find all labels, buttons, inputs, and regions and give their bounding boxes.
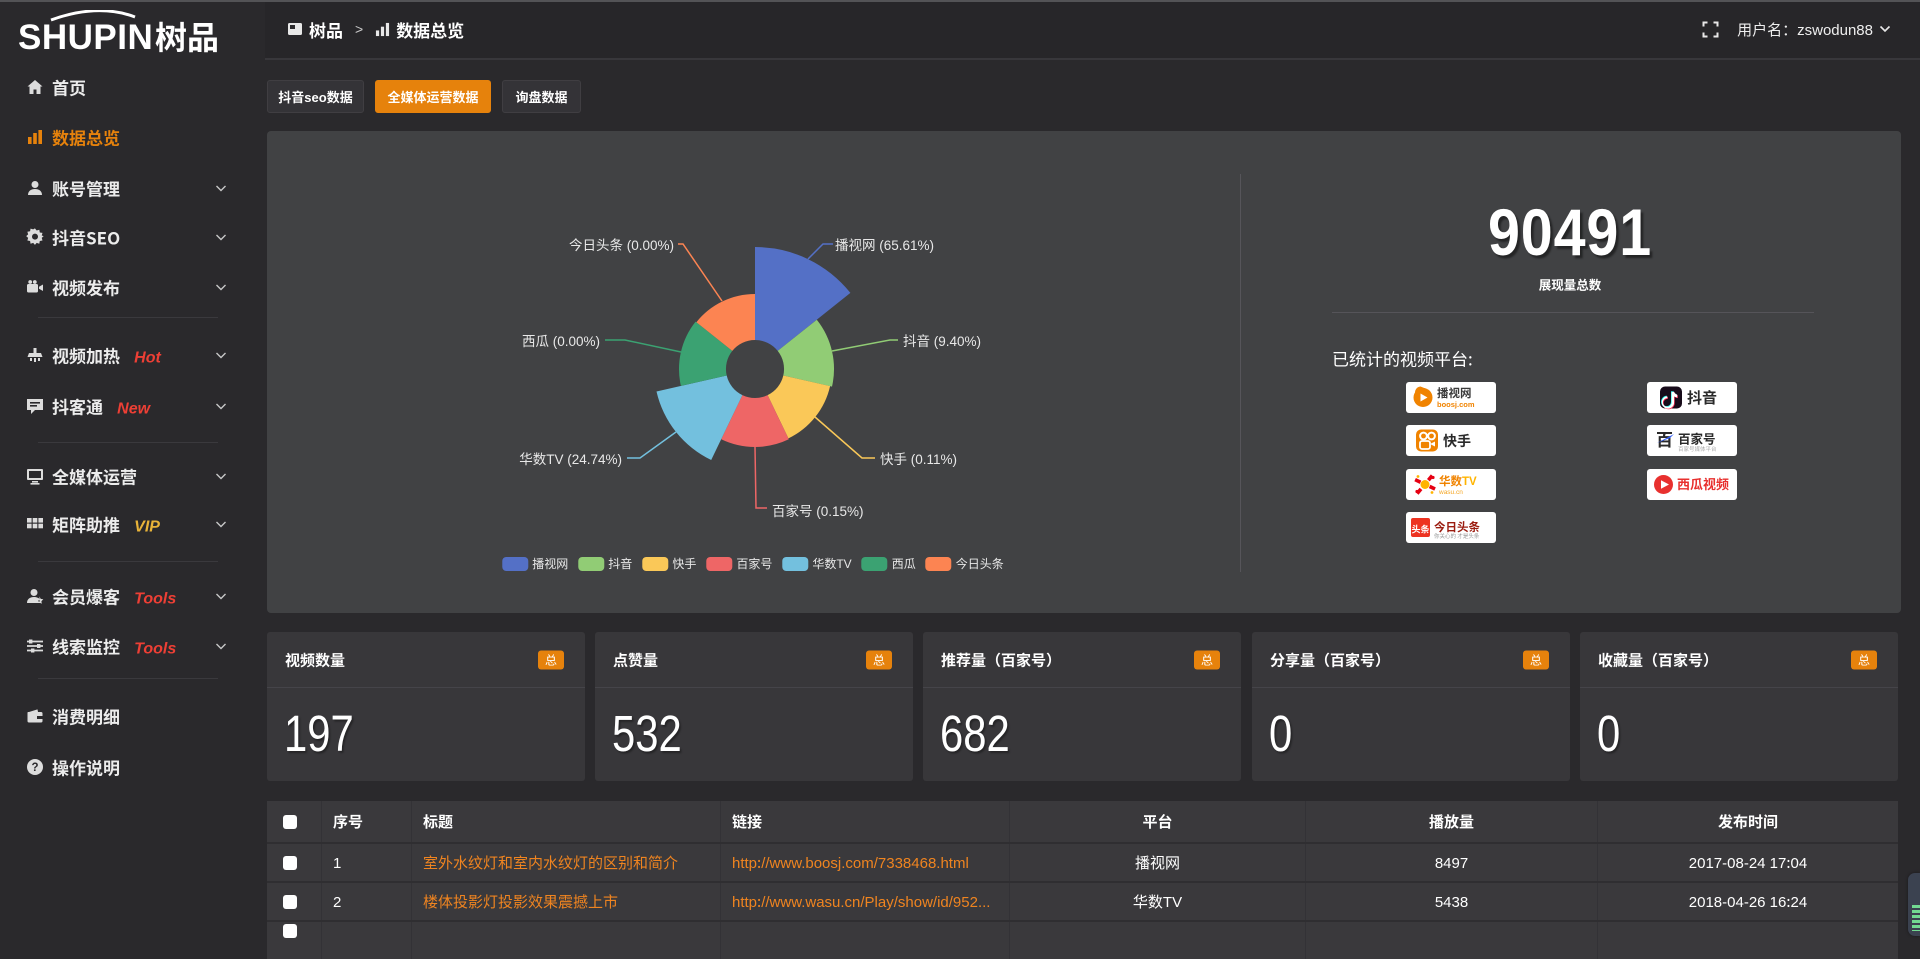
svg-text:百: 百 <box>1656 427 1673 451</box>
svg-text:SHUPIN: SHUPIN <box>18 18 153 57</box>
svg-text:你关心的 才是头条: 你关心的 才是头条 <box>1434 532 1480 540</box>
svg-text:华数TV: 华数TV <box>1439 473 1477 489</box>
svg-text:快手: 快手 <box>1443 431 1471 451</box>
svg-text:抖音: 抖音 <box>1687 387 1717 408</box>
svg-text:树品: 树品 <box>155 13 219 58</box>
svg-text:?: ? <box>31 762 38 774</box>
svg-text:wasu.cn: wasu.cn <box>1438 489 1463 496</box>
svg-text:boosj.com: boosj.com <box>1437 400 1475 409</box>
svg-text:今日头条: 今日头条 <box>1434 519 1480 535</box>
svg-text:播视网: 播视网 <box>1437 385 1472 401</box>
svg-text:西瓜视频: 西瓜视频 <box>1677 474 1729 493</box>
svg-text:百家号: 百家号 <box>1678 429 1716 448</box>
svg-text:头条: 头条 <box>1411 523 1429 536</box>
svg-text:百家号媒体平台: 百家号媒体平台 <box>1678 445 1717 453</box>
